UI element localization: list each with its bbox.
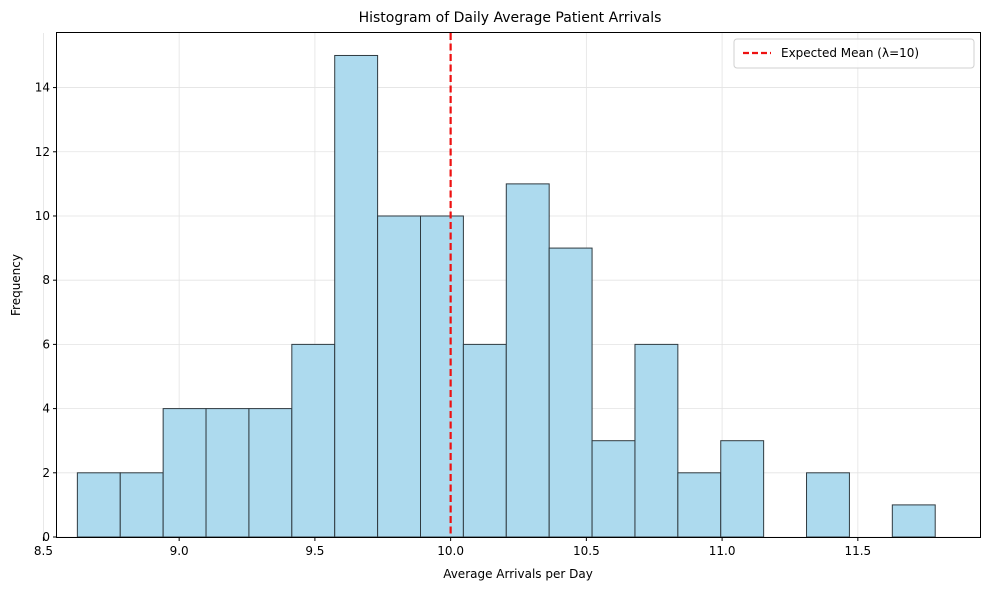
y-axis-label: Frequency <box>9 254 23 316</box>
histogram-bar-13 <box>634 343 679 538</box>
x-tick-label-4: 10.5 <box>573 544 600 558</box>
x-tick-label-6: 11.5 <box>844 544 871 558</box>
histogram-bar-6 <box>334 54 379 538</box>
legend: Expected Mean (λ=10) <box>733 38 975 69</box>
histogram-bars <box>76 54 936 538</box>
y-tick-label-2: 4 <box>42 402 50 416</box>
x-axis-label: Average Arrivals per Day <box>443 567 593 581</box>
plot-frame <box>56 32 981 538</box>
y-tick-label-0: 0 <box>42 530 50 544</box>
x-tick-label-3: 10.0 <box>437 544 464 558</box>
histogram-bar-9 <box>462 343 507 538</box>
chart-title: Histogram of Daily Average Patient Arriv… <box>359 10 662 26</box>
histogram-bar-8 <box>419 215 464 538</box>
x-tick-label-5: 11.0 <box>709 544 736 558</box>
histogram-bar-11 <box>548 247 593 538</box>
y-tick-label-4: 8 <box>42 273 50 287</box>
histogram-bar-17 <box>806 472 850 538</box>
histogram-bar-15 <box>720 440 765 538</box>
histogram-bar-7 <box>377 215 421 538</box>
histogram-bar-4 <box>248 408 293 538</box>
y-tick-label-3: 6 <box>42 337 50 351</box>
histogram-bar-2 <box>162 408 207 538</box>
y-tick-label-1: 2 <box>42 466 50 480</box>
histogram-bar-0 <box>76 472 121 538</box>
x-tick-label-0: 8.5 <box>34 544 53 558</box>
y-tick-label-6: 12 <box>35 145 50 159</box>
y-axis-ticks: 0 2 4 6 8 10 12 14 <box>35 81 57 544</box>
x-tick-label-1: 9.0 <box>170 544 189 558</box>
histogram-bar-1 <box>119 472 164 538</box>
y-tick-label-7: 14 <box>35 81 50 95</box>
histogram-bar-10 <box>505 183 550 538</box>
legend-entry-expected-mean: Expected Mean (λ=10) <box>781 46 919 60</box>
x-tick-label-2: 9.5 <box>305 544 324 558</box>
histogram-bar-5 <box>291 343 336 538</box>
x-axis-ticks: 8.5 9.0 9.5 10.0 10.5 11.0 11.5 <box>34 537 871 558</box>
y-tick-label-5: 10 <box>35 209 50 223</box>
legend-box <box>733 38 975 69</box>
histogram-bar-14 <box>677 472 722 538</box>
histogram-bar-19 <box>891 504 936 538</box>
histogram-bar-3 <box>205 408 250 538</box>
histogram-bar-12 <box>591 440 636 538</box>
